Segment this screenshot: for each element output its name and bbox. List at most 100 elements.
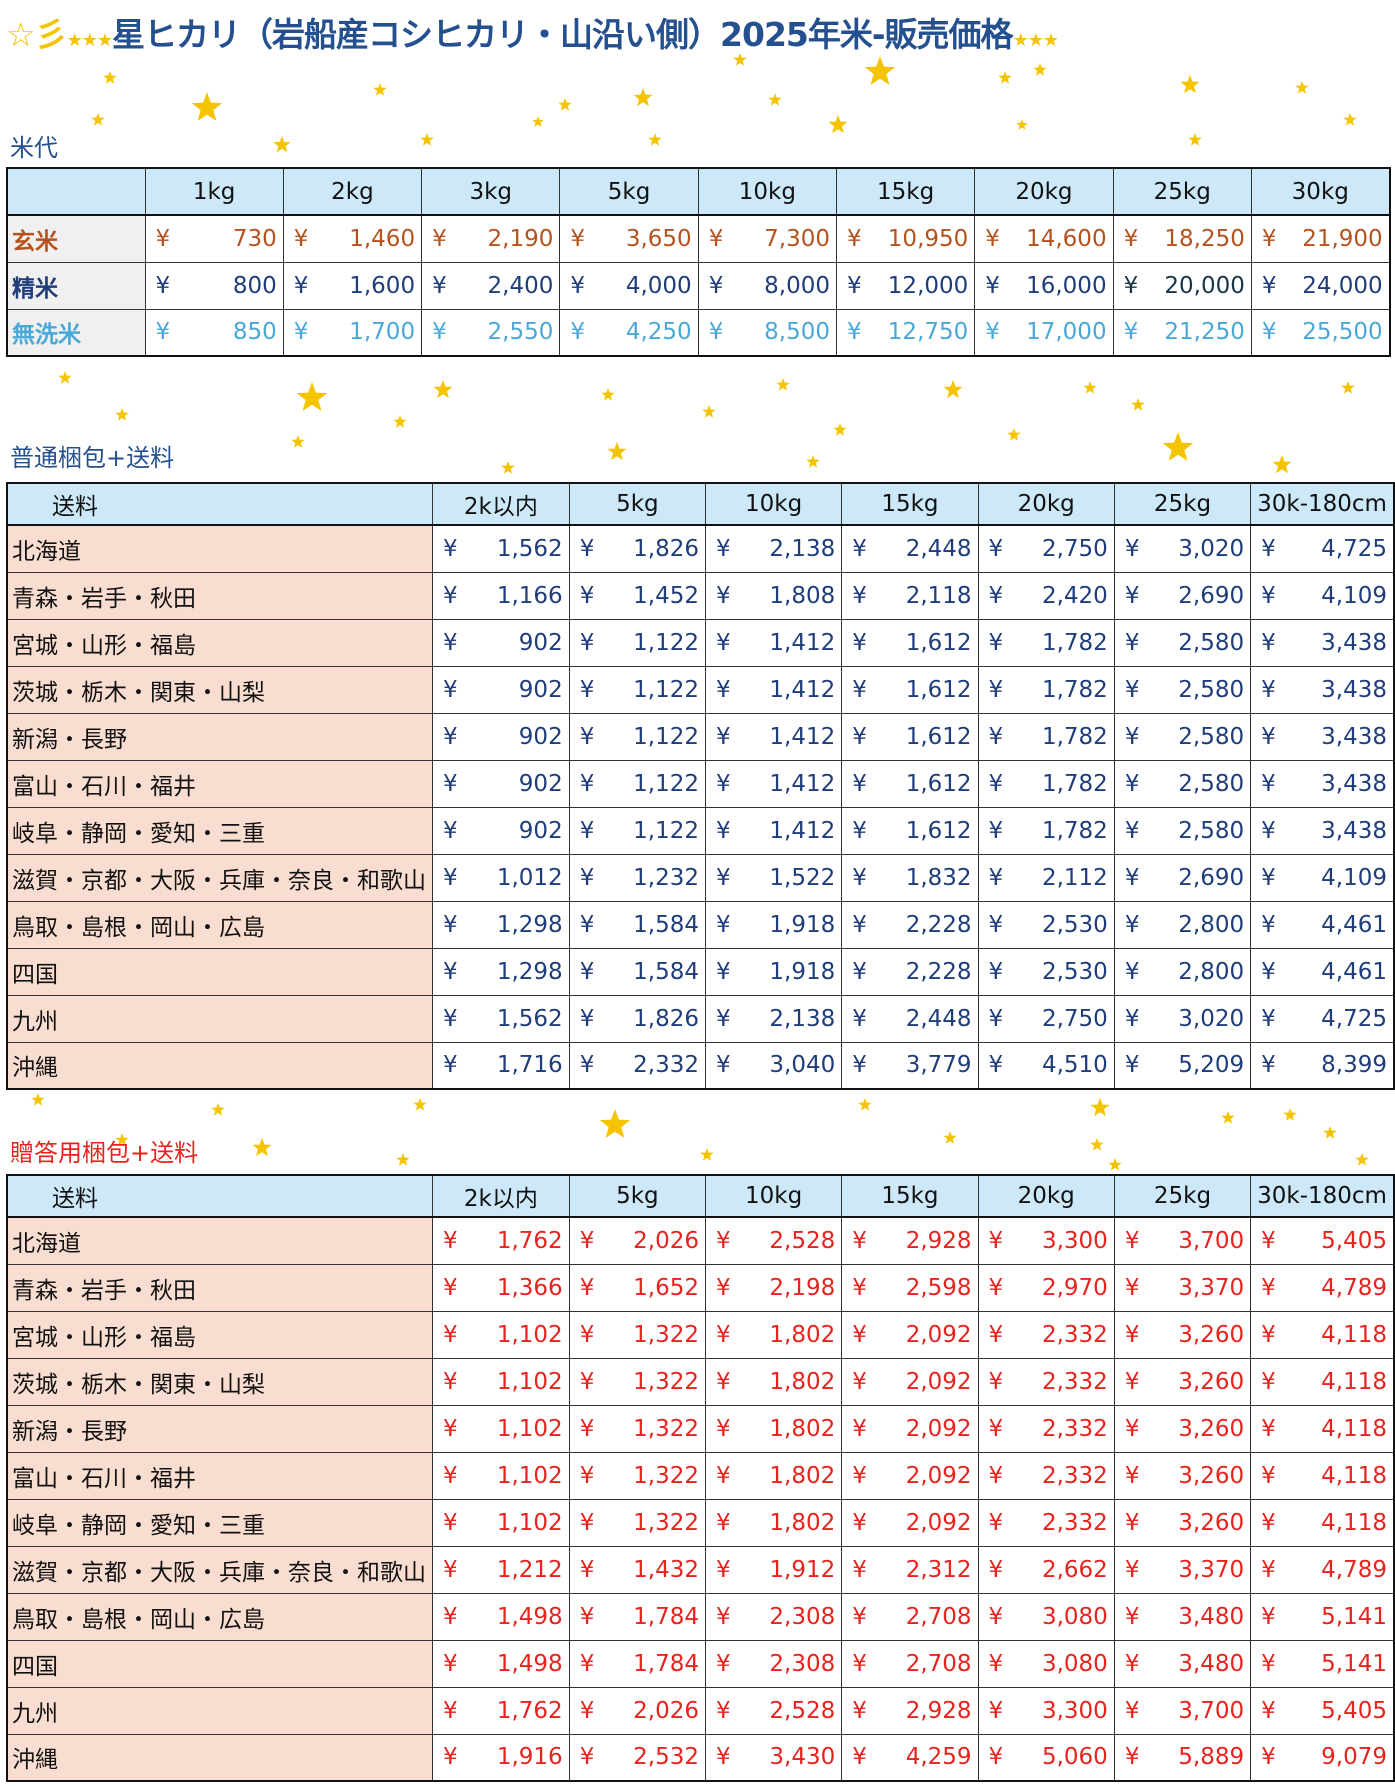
- row-label: 北海道: [6, 1216, 433, 1265]
- price-cell: ¥18,250: [1112, 214, 1252, 263]
- price-value: 1,412: [769, 817, 836, 844]
- star-icon: [1355, 1153, 1369, 1166]
- price-value: 2,448: [905, 535, 972, 562]
- currency-symbol: ¥: [1124, 1274, 1140, 1301]
- price-value: 1,322: [633, 1462, 699, 1489]
- currency-symbol: ¥: [715, 1227, 731, 1254]
- price-value: 3,260: [1178, 1321, 1245, 1348]
- price-cell: ¥2,092: [841, 1404, 979, 1453]
- row-label: 鳥取・島根・岡山・広島: [6, 900, 433, 949]
- price-value: 2,580: [1178, 770, 1245, 797]
- price-cell: ¥1,612: [841, 759, 979, 808]
- currency-symbol: ¥: [852, 1005, 867, 1032]
- price-value: 1,700: [349, 319, 416, 346]
- currency-symbol: ¥: [715, 629, 731, 656]
- currency-symbol: ¥: [852, 911, 867, 938]
- price-value: 1,784: [633, 1650, 699, 1677]
- price-value: 1,322: [633, 1368, 699, 1395]
- currency-symbol: ¥: [293, 272, 309, 299]
- currency-symbol: ¥: [570, 319, 586, 346]
- table-row: 鳥取・島根・岡山・広島 ¥1,298 ¥1,584 ¥1,918 ¥2,228 ¥2,53…: [6, 900, 1395, 949]
- currency-symbol: ¥: [155, 272, 171, 299]
- price-cell: ¥1,232: [568, 853, 706, 902]
- column-header: 15kg: [835, 167, 976, 216]
- price-value: 1,412: [769, 723, 836, 750]
- price-value: 1,918: [769, 958, 836, 985]
- star-icon: [252, 1138, 272, 1157]
- star-icon: [1090, 1138, 1104, 1151]
- price-cell: ¥3,480: [1113, 1639, 1252, 1688]
- currency-symbol: ¥: [579, 1697, 595, 1724]
- currency-symbol: ¥: [852, 1744, 867, 1771]
- table-row: 富山・石川・福井 ¥1,102 ¥1,322 ¥1,802 ¥2,092 ¥2,332 ¥3…: [6, 1451, 1395, 1500]
- currency-symbol: ¥: [988, 1509, 1004, 1536]
- price-cell: ¥902: [432, 759, 570, 808]
- price-cell: ¥1,522: [704, 853, 843, 902]
- price-value: 3,080: [1041, 1603, 1108, 1630]
- price-cell: ¥17,000: [974, 308, 1114, 357]
- price-value: 2,690: [1178, 864, 1245, 891]
- price-cell: ¥4,250: [559, 308, 699, 357]
- price-value: 1,912: [769, 1556, 836, 1583]
- column-header: 10kg: [704, 482, 843, 526]
- currency-symbol: ¥: [852, 770, 867, 797]
- price-cell: ¥1,102: [432, 1451, 570, 1500]
- price-cell: ¥2,332: [977, 1310, 1115, 1359]
- price-value: 3,480: [1178, 1603, 1245, 1630]
- currency-symbol: ¥: [1124, 911, 1140, 938]
- currency-symbol: ¥: [715, 1415, 731, 1442]
- currency-symbol: ¥: [846, 225, 862, 252]
- star-icon: [1090, 1098, 1110, 1117]
- currency-symbol: ¥: [1261, 1650, 1276, 1677]
- price-cell: ¥1,432: [568, 1545, 706, 1594]
- price-cell: ¥1,412: [704, 618, 843, 667]
- price-cell: ¥1,122: [568, 712, 706, 761]
- column-header: 2k以内: [432, 482, 570, 526]
- price-cell: ¥1,122: [568, 618, 706, 667]
- price-value: 2,420: [1041, 582, 1108, 609]
- star-icon: [1007, 428, 1021, 441]
- currency-symbol: ¥: [443, 1650, 458, 1677]
- currency-symbol: ¥: [715, 770, 731, 797]
- table-row: 茨城・栃木・関東・山梨 ¥1,102 ¥1,322 ¥1,802 ¥2,092 ¥2,33…: [6, 1357, 1395, 1406]
- price-value: 1,782: [1041, 770, 1108, 797]
- currency-symbol: ¥: [579, 535, 595, 562]
- currency-symbol: ¥: [1123, 272, 1139, 299]
- price-value: 4,789: [1321, 1556, 1387, 1583]
- price-cell: ¥1,498: [432, 1592, 570, 1641]
- table-row: 宮城・山形・福島 ¥1,102 ¥1,322 ¥1,802 ¥2,092 ¥2,332 ¥3…: [6, 1310, 1395, 1359]
- price-cell: ¥3,370: [1113, 1263, 1252, 1312]
- price-cell: ¥2,448: [841, 524, 979, 573]
- currency-symbol: ¥: [852, 1274, 867, 1301]
- price-cell: ¥1,412: [704, 665, 843, 714]
- price-cell: ¥1,762: [432, 1216, 570, 1265]
- price-value: 2,332: [633, 1052, 699, 1079]
- price-value: 3,650: [625, 225, 692, 252]
- star-icon: [1131, 398, 1145, 411]
- price-cell: ¥5,141: [1250, 1592, 1395, 1641]
- price-value: 2,228: [905, 958, 972, 985]
- star-icon: [1083, 381, 1097, 394]
- table-row: 沖縄 ¥1,716 ¥2,332 ¥3,040 ¥3,779 ¥4,510 ¥5,209 ¥8…: [6, 1041, 1395, 1090]
- price-value: 1,102: [496, 1321, 563, 1348]
- column-header: 2k以内: [432, 1174, 570, 1218]
- price-cell: ¥1,802: [704, 1357, 843, 1406]
- price-cell: ¥3,040: [704, 1041, 843, 1090]
- price-value: 20,000: [1164, 272, 1245, 299]
- price-value: 14,600: [1026, 225, 1107, 252]
- currency-symbol: ¥: [715, 676, 731, 703]
- price-value: 1,584: [633, 911, 699, 938]
- price-value: 2,190: [487, 225, 554, 252]
- price-cell: ¥902: [432, 618, 570, 667]
- price-cell: ¥730: [144, 214, 284, 263]
- currency-symbol: ¥: [1261, 1227, 1276, 1254]
- star-icon: [413, 1098, 427, 1111]
- price-cell: ¥1,452: [568, 571, 706, 620]
- price-cell: ¥3,080: [977, 1639, 1115, 1688]
- price-value: 4,118: [1321, 1509, 1387, 1536]
- currency-symbol: ¥: [1124, 1052, 1140, 1079]
- price-cell: ¥2,332: [977, 1357, 1115, 1406]
- currency-symbol: ¥: [1261, 1744, 1276, 1771]
- price-cell: ¥2,530: [977, 947, 1115, 996]
- price-value: 3,370: [1178, 1274, 1245, 1301]
